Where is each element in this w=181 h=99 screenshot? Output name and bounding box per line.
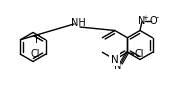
Text: -: - <box>155 13 159 22</box>
Text: N: N <box>138 16 146 26</box>
Text: N: N <box>111 55 119 65</box>
Text: O: O <box>149 16 157 26</box>
Text: F: F <box>35 35 41 45</box>
Text: Cl: Cl <box>30 49 40 59</box>
Text: +: + <box>142 14 148 20</box>
Text: N: N <box>114 60 122 70</box>
Text: NH: NH <box>71 18 85 28</box>
Text: Cl: Cl <box>135 49 144 59</box>
Text: N: N <box>111 55 119 65</box>
